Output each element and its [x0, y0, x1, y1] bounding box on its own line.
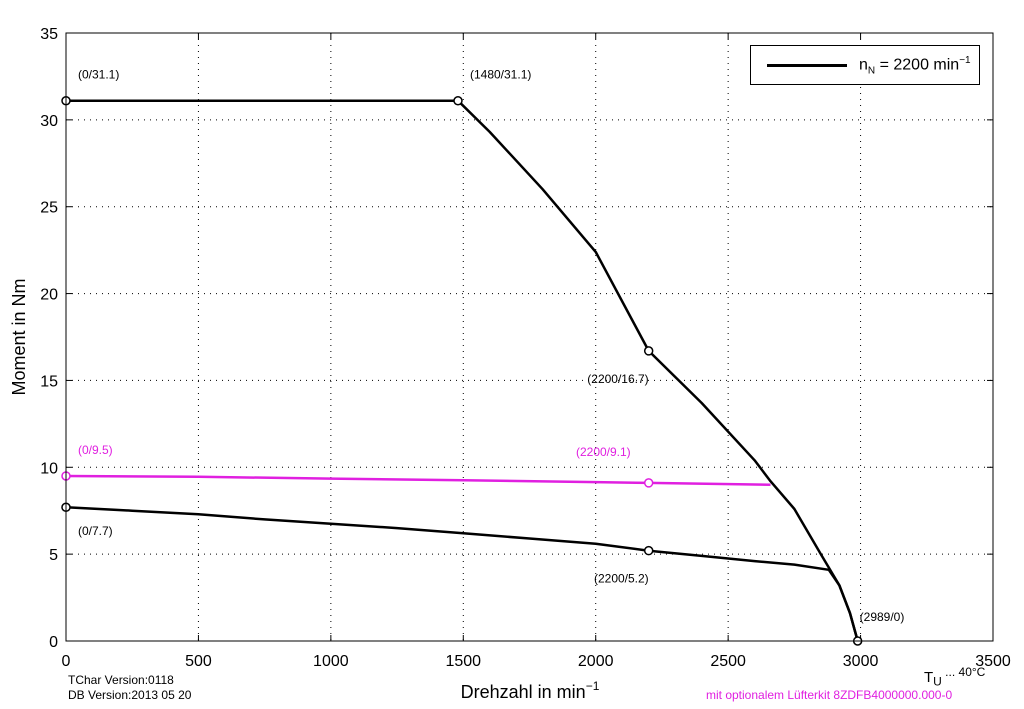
ambient-temperature: TU ... 40°C	[924, 665, 986, 689]
footer-version: TChar Version:0118	[68, 673, 174, 687]
x-tick-label: 2000	[578, 653, 614, 670]
x-tick-label: 1500	[445, 653, 481, 670]
y-tick-label: 0	[49, 634, 58, 651]
y-axis-label: Moment in Nm	[9, 278, 29, 395]
data-point-marker	[643, 346, 654, 356]
series-line-fan_kit	[65, 474, 771, 486]
fan-kit-note: mit optionalem Lüfterkit 8ZDFB4000000.00…	[706, 688, 953, 702]
legend-line-sample	[767, 64, 847, 67]
legend: nN = 2200 min−1	[750, 45, 980, 85]
data-point-marker	[453, 95, 463, 106]
y-tick-label: 30	[40, 113, 58, 130]
data-point-marker	[643, 545, 654, 556]
x-tick-label: 500	[185, 653, 212, 670]
footer-db-version: DB Version:2013 05 20	[68, 688, 192, 702]
data-point-label: (2989/0)	[860, 610, 905, 624]
y-tick-label: 5	[49, 547, 58, 564]
data-point-label: (0/9.5)	[78, 443, 113, 457]
legend-label: nN = 2200 min−1	[859, 55, 971, 77]
data-point-label: (2200/9.1)	[576, 445, 631, 459]
data-point-label: (1480/31.1)	[470, 68, 531, 82]
plot-frame	[65, 32, 994, 642]
x-tick-label: 1000	[313, 653, 349, 670]
series-line-continuous	[65, 505, 859, 642]
y-tick-label: 10	[40, 460, 58, 477]
y-tick-label: 35	[40, 26, 58, 43]
grid-lines	[66, 33, 993, 641]
x-axis-label: Drehzahl in min−1	[461, 679, 600, 702]
x-tick-label: 0	[62, 653, 71, 670]
data-point-marker	[643, 478, 654, 488]
x-tick-label: 2500	[710, 653, 746, 670]
x-tick-label: 3500	[975, 653, 1011, 670]
data-point-label: (0/31.1)	[78, 68, 119, 82]
data-markers: (0/31.1) (1480/31.1) (2200/16.7) (0/9.5) (22…	[61, 68, 905, 646]
y-tick-label: 20	[40, 287, 58, 304]
x-tick-label: 3000	[843, 653, 879, 670]
y-tick-label: 15	[40, 373, 58, 390]
y-axis-ticks: 0 5 10 15 20 25 30 35	[40, 26, 993, 651]
data-point-label: (0/7.7)	[78, 524, 113, 538]
x-axis-ticks: 0 500 1000 1500 2000 2500 3000 3500	[62, 33, 1011, 670]
data-point-label: (2200/5.2)	[594, 572, 649, 586]
y-tick-label: 25	[40, 200, 58, 217]
data-point-label: (2200/16.7)	[587, 372, 648, 386]
series-lines	[65, 99, 859, 642]
